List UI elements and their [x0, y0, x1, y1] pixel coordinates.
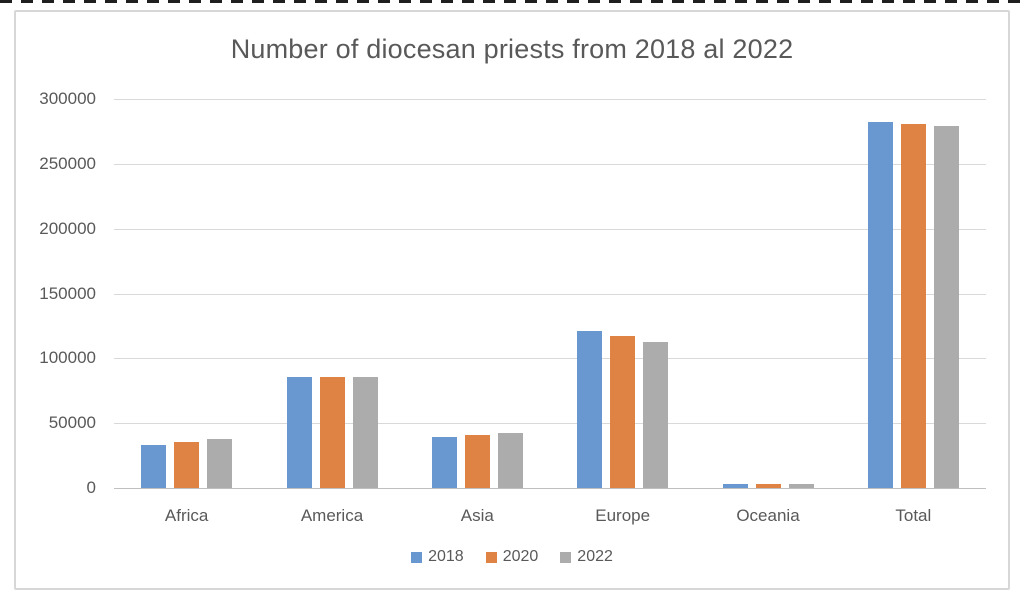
y-tick-label: 250000 [39, 153, 96, 173]
y-tick-label: 100000 [39, 348, 96, 368]
x-category-label-europe: Europe [595, 506, 651, 525]
chart-container: Number of diocesan priests from 2018 al … [14, 10, 1010, 590]
bar-2020-america [319, 376, 345, 488]
bar-2020-asia [464, 435, 490, 488]
legend-label: 2022 [577, 548, 613, 565]
bar-2020-oceania [755, 484, 781, 488]
x-axis-line [114, 488, 986, 489]
bar-2018-oceania [722, 484, 748, 488]
bar-2020-total [900, 124, 926, 488]
gridline [114, 228, 986, 230]
gridline [114, 358, 986, 360]
legend-label: 2020 [502, 548, 539, 565]
y-tick-label: 200000 [39, 218, 96, 238]
legend-swatch-icon [411, 551, 423, 563]
legend-item-2018: 2018 [411, 548, 464, 566]
bar-2018-africa [141, 445, 167, 488]
x-category-label-america: America [300, 506, 364, 525]
bar-2022-oceania [788, 484, 814, 488]
gridline [114, 423, 986, 425]
selection-dashes-decoration [0, 0, 1024, 3]
y-tick-label: 150000 [39, 283, 96, 303]
x-category-label-oceania: Oceania [736, 506, 800, 525]
bar-2018-asia [431, 437, 457, 488]
legend-item-2022: 2022 [560, 548, 613, 566]
legend-swatch-icon [560, 551, 572, 563]
bar-2018-america [286, 376, 312, 488]
bar-2018-total [867, 122, 893, 488]
y-tick-label: 0 [86, 478, 96, 497]
x-category-label-asia: Asia [460, 506, 494, 525]
gridline [114, 99, 986, 100]
bar-2020-europe [610, 336, 636, 488]
bar-2022-total [933, 125, 959, 488]
bar-2022-europe [643, 342, 669, 488]
y-tick-label: 300000 [39, 89, 96, 108]
gridline [114, 293, 986, 295]
x-category-label-total: Total [895, 506, 932, 525]
legend-item-2020: 2020 [485, 548, 539, 566]
bar-2022-africa [207, 439, 233, 488]
bar-2022-america [352, 376, 378, 488]
legend: 2018 2020 2022 [16, 548, 1008, 566]
legend-label: 2018 [428, 548, 464, 565]
legend-swatch-icon [485, 551, 497, 563]
plot-area [114, 99, 986, 489]
y-tick-label: 50000 [48, 413, 96, 433]
chart-title: Number of diocesan priests from 2018 al … [230, 34, 794, 64]
bar-2020-africa [174, 441, 200, 488]
x-category-label-africa: Africa [164, 506, 209, 525]
gridline [114, 163, 986, 165]
bar-2018-europe [577, 331, 603, 488]
bar-2022-asia [497, 433, 523, 488]
